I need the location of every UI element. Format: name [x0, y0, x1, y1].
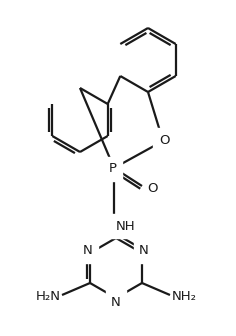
Text: N: N — [83, 245, 93, 257]
Text: N: N — [139, 245, 149, 257]
Text: NH₂: NH₂ — [172, 291, 197, 303]
Text: O: O — [159, 133, 169, 146]
Text: NH: NH — [116, 219, 136, 233]
Text: N: N — [111, 295, 121, 308]
Text: H₂N: H₂N — [36, 291, 60, 303]
Text: P: P — [109, 163, 117, 175]
Text: O: O — [148, 181, 158, 195]
